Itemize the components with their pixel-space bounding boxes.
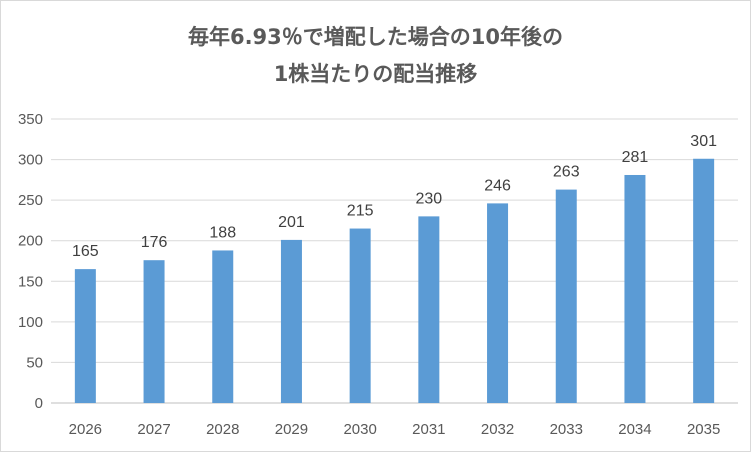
bar-2030 bbox=[349, 228, 371, 403]
x-tick-label: 2030 bbox=[343, 421, 376, 438]
bar-2028 bbox=[212, 250, 234, 403]
data-label-2031: 230 bbox=[415, 190, 442, 207]
bar-2029 bbox=[280, 239, 302, 403]
chart-title: 毎年6.93％で増配した場合の10年後の 1株当たりの配当推移 bbox=[1, 19, 750, 93]
y-tick-label: 100 bbox=[18, 314, 43, 331]
x-tick-label: 2032 bbox=[481, 421, 514, 438]
y-tick-label: 150 bbox=[18, 273, 43, 290]
chart-title-line-2: 1株当たりの配当推移 bbox=[273, 62, 478, 86]
bar-2035 bbox=[693, 158, 715, 403]
chart-title-line-1: 毎年6.93％で増配した場合の10年後の bbox=[187, 25, 564, 49]
bar-2032 bbox=[487, 203, 509, 403]
data-label-2028: 188 bbox=[209, 224, 236, 241]
data-label-2027: 176 bbox=[141, 234, 168, 251]
x-tick-label: 2026 bbox=[69, 421, 102, 438]
data-label-2032: 246 bbox=[484, 177, 511, 194]
y-tick-label: 250 bbox=[18, 192, 43, 209]
data-label-2035: 301 bbox=[690, 133, 717, 150]
y-tick-label: 0 bbox=[35, 395, 43, 412]
bar-2034 bbox=[624, 174, 646, 403]
x-tick-label: 2027 bbox=[137, 421, 170, 438]
bar-2026 bbox=[74, 269, 96, 403]
bar-2033 bbox=[555, 189, 577, 403]
x-tick-label: 2035 bbox=[687, 421, 720, 438]
y-tick-label: 200 bbox=[18, 233, 43, 250]
y-tick-label: 50 bbox=[26, 354, 43, 371]
x-tick-label: 2029 bbox=[275, 421, 308, 438]
x-tick-label: 2028 bbox=[206, 421, 239, 438]
data-label-2033: 263 bbox=[553, 164, 580, 181]
bar-2031 bbox=[418, 216, 440, 403]
y-tick-label: 350 bbox=[18, 111, 43, 128]
data-label-2026: 165 bbox=[72, 243, 99, 260]
data-label-2029: 201 bbox=[278, 214, 305, 231]
y-tick-label: 300 bbox=[18, 152, 43, 169]
data-label-2034: 281 bbox=[622, 149, 649, 166]
data-label-2030: 215 bbox=[347, 203, 374, 220]
x-tick-label: 2034 bbox=[618, 421, 651, 438]
x-tick-label: 2033 bbox=[550, 421, 583, 438]
x-tick-label: 2031 bbox=[412, 421, 445, 438]
bar-2027 bbox=[143, 260, 165, 403]
